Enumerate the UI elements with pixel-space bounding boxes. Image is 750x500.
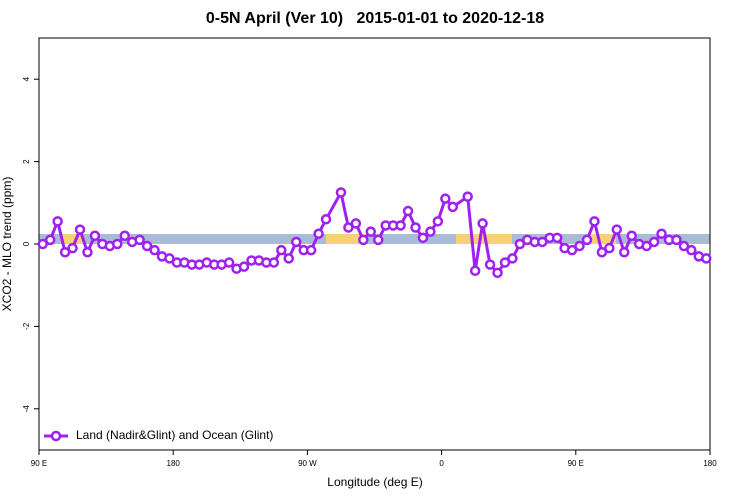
data-point (119, 230, 130, 242)
data-point (537, 236, 548, 248)
land-band (62, 234, 84, 244)
data-point (410, 222, 421, 233)
data-point (492, 267, 503, 279)
legend-label: Land (Nadir&Glint) and Ocean (Glint) (76, 428, 273, 442)
data-point (37, 238, 48, 250)
data-point (484, 259, 496, 270)
data-point (462, 191, 473, 202)
data-point (164, 253, 175, 264)
data-point (514, 238, 526, 250)
data-point (648, 236, 660, 248)
data-point (223, 257, 235, 268)
data-point (581, 234, 593, 246)
data-point (604, 242, 615, 254)
data-point (686, 244, 697, 256)
data-point (74, 224, 86, 235)
data-point (365, 226, 377, 237)
x-axis-label: Longitude (deg E) (327, 475, 422, 489)
data-point (574, 240, 585, 252)
x-tick-label: 180 (703, 459, 717, 468)
x-tick-label: 90 W (298, 459, 317, 468)
data-point (52, 216, 63, 227)
data-point (395, 220, 406, 231)
data-point (290, 236, 302, 248)
data-point (89, 230, 101, 242)
data-point (678, 240, 690, 252)
data-point (596, 246, 608, 258)
x-tick-label: 90 E (568, 459, 584, 468)
data-point (432, 216, 444, 227)
y-tick-label: -2 (22, 322, 31, 330)
data-point (440, 193, 451, 204)
y-tick-label: 0 (22, 241, 31, 246)
data-point (477, 218, 488, 229)
land-band (590, 234, 616, 244)
data-point (551, 232, 563, 244)
data-point (358, 234, 369, 246)
x-tick-label: 0 (439, 459, 444, 468)
data-point (112, 238, 123, 250)
data-point (589, 216, 600, 227)
land-band (326, 234, 366, 244)
data-point (59, 246, 71, 258)
y-tick-label: 2 (22, 159, 31, 164)
data-point (305, 244, 317, 256)
data-point (619, 246, 630, 258)
data-point (671, 234, 682, 246)
legend-marker (50, 430, 62, 442)
data-point (507, 253, 518, 264)
data-point (611, 224, 623, 235)
data-point (701, 253, 712, 264)
y-tick-label: -4 (22, 405, 31, 413)
data-point (44, 234, 56, 246)
data-point (276, 244, 287, 256)
data-point (82, 246, 93, 258)
data-point (626, 230, 637, 242)
data-point (641, 240, 652, 252)
data-point (335, 187, 347, 198)
legend-item: Land (Nadir&Glint) and Ocean (Glint) (44, 428, 273, 442)
data-point (320, 214, 332, 225)
x-tick-label: 180 (167, 459, 181, 468)
data-point (350, 218, 362, 229)
x-tick-label: 90 E (31, 459, 47, 468)
data-point (656, 228, 667, 239)
data-point (499, 257, 511, 268)
y-tick-label: 4 (22, 76, 31, 81)
data-point (566, 244, 578, 256)
data-point (343, 222, 354, 233)
data-point (141, 240, 153, 252)
data-point (238, 261, 250, 272)
data-point (268, 257, 280, 268)
data-point (417, 232, 429, 244)
y-axis-label: XCO2 - MLO trend (ppm) (0, 177, 14, 312)
chart-title: 0-5N April (Ver 10) 2015-01-01 to 2020-1… (206, 10, 544, 27)
data-point (372, 234, 384, 246)
data-point (402, 205, 414, 217)
data-point (134, 234, 145, 246)
data-point (469, 265, 481, 277)
data-point (425, 226, 436, 237)
data-point (149, 244, 160, 256)
data-point (283, 253, 295, 264)
data-point (67, 242, 78, 254)
data-point (447, 201, 459, 213)
data-point (313, 228, 324, 239)
